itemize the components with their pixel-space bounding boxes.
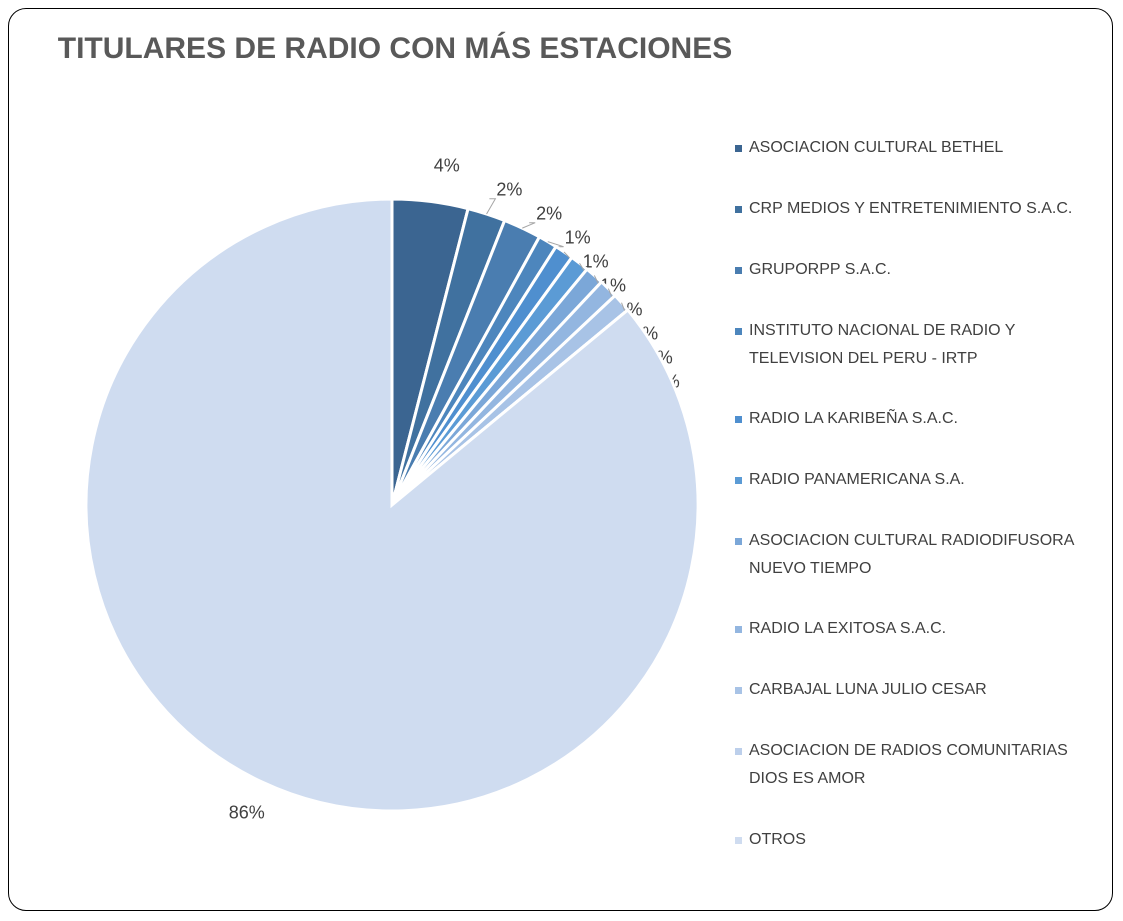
data-label: 2% bbox=[536, 203, 562, 223]
legend-swatch bbox=[735, 145, 742, 153]
legend-label: ASOCIACION CULTURAL BETHEL bbox=[749, 139, 1004, 157]
legend-item: GRUPORPP S.A.C. bbox=[735, 256, 1110, 284]
legend-swatch bbox=[735, 206, 742, 214]
legend-swatch bbox=[735, 476, 742, 484]
data-label: 2% bbox=[496, 179, 522, 199]
legend-item: RADIO LA EXITOSA S.A.C. bbox=[735, 615, 1110, 643]
legend-swatch bbox=[735, 416, 742, 424]
legend-item: OTROS bbox=[735, 826, 1110, 854]
legend-item: ASOCIACION CULTURAL RADIODIFUSORA NUEVO … bbox=[735, 527, 1110, 583]
data-label: 1% bbox=[565, 227, 591, 247]
legend-swatch bbox=[735, 687, 742, 695]
legend-swatch bbox=[735, 537, 742, 545]
legend-swatch bbox=[735, 747, 742, 755]
chart-frame bbox=[8, 8, 1113, 911]
leader-line bbox=[547, 241, 564, 248]
legend-swatch bbox=[735, 626, 742, 634]
chart-title: TITULARES DE RADIO CON MÁS ESTACIONES bbox=[57, 32, 733, 65]
legend-item: RADIO LA KARIBEÑA S.A.C. bbox=[735, 405, 1110, 433]
leader-line bbox=[522, 222, 536, 229]
legend-label: GRUPORPP S.A.C. bbox=[749, 260, 891, 278]
data-label: 4% bbox=[434, 155, 460, 175]
legend-item: ASOCIACION DE RADIOS COMUNITARIAS DIOS E… bbox=[735, 737, 1110, 793]
leader-line bbox=[486, 198, 497, 215]
legend-label: ASOCIACION CULTURAL RADIODIFUSORA NUEVO … bbox=[749, 531, 1074, 577]
legend-item: INSTITUTO NACIONAL DE RADIO Y TELEVISION… bbox=[735, 317, 1110, 373]
data-label: 86% bbox=[229, 802, 265, 822]
legend-label: CARBAJAL LUNA JULIO CESAR bbox=[749, 681, 987, 699]
legend-label: INSTITUTO NACIONAL DE RADIO Y TELEVISION… bbox=[749, 321, 1016, 367]
legend-label: CRP MEDIOS Y ENTRETENIMIENTO S.A.C. bbox=[749, 200, 1073, 218]
legend-label: ASOCIACION DE RADIOS COMUNITARIAS DIOS E… bbox=[749, 741, 1068, 787]
legend-label: RADIO LA EXITOSA S.A.C. bbox=[749, 620, 947, 638]
pie-slice bbox=[84, 197, 700, 813]
legend-label: RADIO LA KARIBEÑA S.A.C. bbox=[749, 410, 958, 428]
legend-item: CARBAJAL LUNA JULIO CESAR bbox=[735, 676, 1110, 704]
legend-item: CRP MEDIOS Y ENTRETENIMIENTO S.A.C. bbox=[735, 195, 1110, 223]
legend-label: RADIO PANAMERICANA S.A. bbox=[749, 470, 965, 488]
legend: ASOCIACION CULTURAL BETHEL CRP MEDIOS Y E… bbox=[735, 118, 1110, 870]
data-label: 1% bbox=[583, 251, 609, 271]
legend-swatch bbox=[735, 266, 742, 274]
legend-label: OTROS bbox=[749, 830, 806, 848]
legend-swatch bbox=[735, 327, 742, 335]
legend-item: RADIO PANAMERICANA S.A. bbox=[735, 466, 1110, 494]
legend-item: ASOCIACION CULTURAL BETHEL bbox=[735, 134, 1110, 162]
legend-swatch bbox=[735, 836, 742, 844]
